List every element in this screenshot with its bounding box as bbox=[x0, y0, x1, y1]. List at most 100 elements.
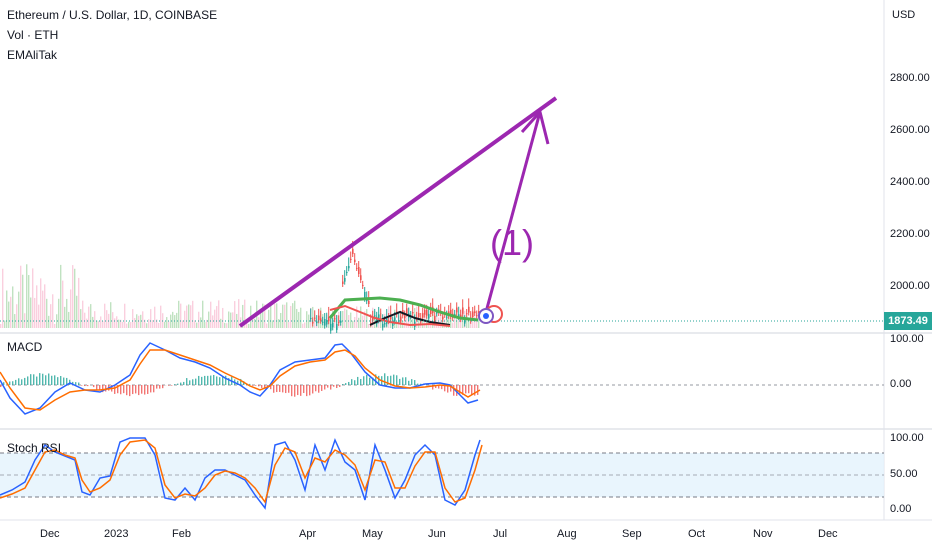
macd-histogram-bar bbox=[105, 385, 107, 392]
ema-red-line bbox=[329, 304, 451, 327]
macd-histogram-bar bbox=[435, 385, 437, 389]
volume-bar bbox=[240, 317, 242, 328]
event-marker-inner bbox=[483, 313, 489, 319]
candle-body bbox=[466, 313, 468, 315]
candle-body bbox=[462, 307, 464, 314]
macd-histogram-bar bbox=[372, 377, 374, 385]
candle-body bbox=[382, 323, 384, 328]
candle-body bbox=[372, 316, 374, 321]
macd-histogram-bar bbox=[135, 385, 137, 394]
volume-bar bbox=[172, 311, 174, 328]
volume-bar bbox=[22, 274, 24, 328]
volume-bar bbox=[192, 300, 194, 328]
volume-bar bbox=[274, 303, 276, 328]
volume-bar bbox=[374, 311, 376, 328]
time-label: Nov bbox=[753, 528, 773, 540]
volume-bar bbox=[112, 312, 114, 328]
volume-bar bbox=[64, 306, 66, 328]
candle-body bbox=[330, 323, 332, 331]
indicator-legend[interactable]: EMAliTak bbox=[7, 48, 58, 62]
volume-bar bbox=[102, 321, 104, 328]
macd-histogram-bar bbox=[405, 377, 407, 385]
macd-histogram-bar bbox=[39, 373, 41, 385]
macd-histogram-bar bbox=[252, 385, 254, 386]
time-label: Apr bbox=[299, 528, 317, 540]
macd-histogram-bar bbox=[66, 377, 68, 385]
volume-bar bbox=[232, 312, 234, 328]
wave-label[interactable]: (1) bbox=[490, 222, 534, 263]
volume-bar bbox=[396, 321, 398, 328]
volume-bar bbox=[356, 306, 358, 328]
macd-histogram-bar bbox=[9, 381, 11, 385]
volume-bar bbox=[140, 314, 142, 328]
volume-bar bbox=[4, 320, 6, 328]
symbol-title[interactable]: Ethereum / U.S. Dollar, 1D, COINBASE bbox=[7, 8, 218, 22]
macd-title[interactable]: MACD bbox=[7, 340, 43, 354]
price-label: 2000.00 bbox=[890, 280, 930, 292]
macd-histogram-bar bbox=[450, 385, 452, 392]
candle-body bbox=[394, 317, 396, 322]
volume-bar bbox=[450, 315, 452, 328]
candle-body bbox=[376, 317, 378, 324]
projection-arrowhead[interactable] bbox=[520, 108, 550, 145]
macd-histogram-bar bbox=[297, 385, 299, 396]
volume-bar bbox=[128, 321, 130, 328]
currency-label[interactable]: USD bbox=[892, 9, 916, 21]
volume-bar bbox=[276, 303, 278, 328]
volume-bar bbox=[186, 305, 188, 328]
macd-histogram-bar bbox=[402, 377, 404, 385]
macd-histogram-bar bbox=[465, 385, 467, 394]
macd-histogram-bar bbox=[345, 383, 347, 385]
volume-bar bbox=[104, 303, 106, 328]
volume-legend[interactable]: Vol · ETH bbox=[7, 28, 59, 42]
macd-histogram-bar bbox=[210, 375, 212, 385]
candle-body bbox=[454, 314, 456, 316]
macd-histogram-bar bbox=[468, 385, 470, 394]
volume-bar bbox=[8, 301, 10, 328]
volume-bar bbox=[466, 316, 468, 328]
macd-histogram-bar bbox=[132, 385, 134, 395]
volume-bar bbox=[184, 310, 186, 328]
macd-histogram-bar bbox=[432, 385, 434, 390]
volume-bar bbox=[92, 316, 94, 328]
macd-histogram-bar bbox=[12, 381, 14, 385]
macd-histogram-bar bbox=[306, 385, 308, 397]
volume-bar bbox=[34, 297, 36, 328]
candle-body bbox=[328, 316, 330, 322]
volume-bar bbox=[412, 319, 414, 328]
volume-bar bbox=[152, 320, 154, 328]
macd-histogram-bar bbox=[258, 385, 260, 387]
macd-axis-label: 100.00 bbox=[890, 333, 924, 345]
volume-bar bbox=[288, 321, 290, 328]
candle-body bbox=[370, 322, 372, 324]
volume-bar bbox=[32, 268, 34, 328]
volume-bar bbox=[58, 298, 60, 328]
macd-histogram-bar bbox=[78, 382, 80, 385]
volume-bar bbox=[132, 309, 134, 328]
volume-bar bbox=[36, 285, 38, 328]
macd-histogram-bar bbox=[195, 378, 197, 385]
macd-histogram-bar bbox=[375, 374, 377, 385]
macd-histogram-bar bbox=[411, 379, 413, 385]
volume-bar bbox=[78, 277, 80, 328]
volume-bar bbox=[236, 313, 238, 328]
macd-histogram-bar bbox=[237, 380, 239, 385]
candle-body bbox=[390, 315, 392, 320]
projection-arrow-shaft[interactable] bbox=[484, 111, 542, 313]
stoch-rsi-title[interactable]: Stoch RSI bbox=[7, 441, 62, 455]
macd-histogram-bar bbox=[102, 385, 104, 393]
volume-bar bbox=[80, 309, 82, 328]
volume-bar bbox=[46, 298, 48, 328]
candle-body bbox=[358, 267, 360, 274]
volume-bar bbox=[226, 323, 228, 328]
candle-body bbox=[436, 312, 438, 314]
macd-histogram-bar bbox=[462, 385, 464, 395]
volume-bar bbox=[238, 299, 240, 328]
volume-bar bbox=[2, 268, 4, 328]
volume-bar bbox=[106, 310, 108, 328]
trend-line-drawing[interactable] bbox=[238, 96, 558, 328]
volume-bar bbox=[76, 295, 78, 328]
macd-histogram-bar bbox=[126, 385, 128, 396]
candle-body bbox=[314, 317, 316, 319]
